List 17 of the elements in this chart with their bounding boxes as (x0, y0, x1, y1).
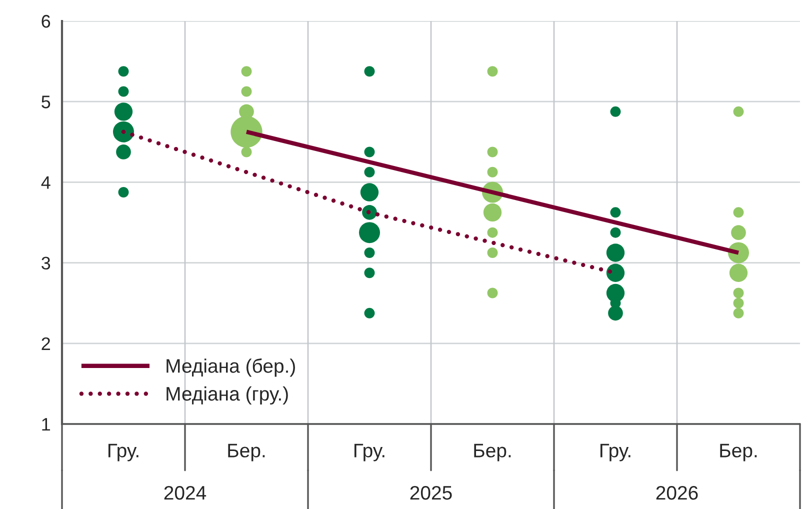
text: 2026 (656, 486, 698, 500)
x-tick-label: Бер. (720, 444, 757, 462)
y-tick-label: 4 (41, 176, 50, 189)
text: 2025 (410, 486, 452, 500)
x-tick-label: Гру. (354, 444, 384, 462)
y-tick-label: 2 (42, 337, 50, 350)
y-tick-label: 6 (42, 14, 50, 28)
x-tick-label: Гру. (108, 444, 138, 462)
x-tick-label: Бер. (228, 444, 265, 462)
x-tick-label: Гру. (600, 444, 630, 462)
y-tick-label: 5 (42, 96, 50, 108)
text: 2024 (164, 486, 206, 500)
legend-label: Медіана (гру.) (166, 386, 288, 405)
legend-label: Медіана (бер.) (166, 358, 295, 377)
x-tick-label: Бер. (474, 444, 511, 462)
y-tick-label: 1 (42, 418, 50, 431)
y-tick-label: 3 (42, 256, 50, 270)
